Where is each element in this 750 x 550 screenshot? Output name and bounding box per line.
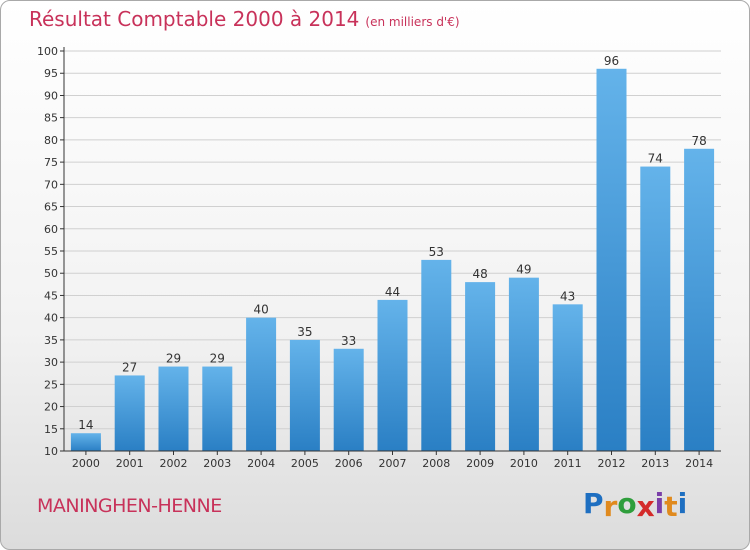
x-tick-label: 2007 [379, 457, 407, 470]
x-tick-label: 2014 [685, 457, 713, 470]
y-tick-label: 30 [44, 356, 58, 369]
y-tick-label: 10 [44, 445, 58, 458]
data-label: 14 [78, 418, 93, 432]
bar [684, 148, 715, 451]
proxiti-logo: Proxiti [583, 487, 688, 523]
x-tick-label: 2008 [422, 457, 450, 470]
x-tick-label: 2009 [466, 457, 494, 470]
chart-subtitle: (en milliers d'€) [365, 15, 460, 29]
logo-letter: r [603, 490, 618, 523]
x-tick-label: 2000 [72, 457, 100, 470]
bar [465, 282, 496, 451]
y-tick-label: 75 [44, 156, 58, 169]
y-tick-label: 70 [44, 178, 58, 191]
x-tick-label: 2013 [641, 457, 669, 470]
x-tick-label: 2011 [554, 457, 582, 470]
data-label: 44 [385, 285, 400, 299]
x-tick-label: 2012 [598, 457, 626, 470]
x-tick-label: 2001 [116, 457, 144, 470]
logo-letter: P [583, 487, 604, 520]
data-label: 53 [429, 245, 444, 259]
x-tick-label: 2002 [160, 457, 188, 470]
data-label: 49 [516, 263, 531, 277]
x-tick-label: 2006 [335, 457, 363, 470]
logo-letter: x [636, 490, 655, 523]
x-tick-label: 2003 [203, 457, 231, 470]
data-label: 29 [210, 352, 225, 366]
bar [333, 348, 364, 451]
bar [70, 433, 101, 451]
bar [289, 339, 320, 451]
bar [377, 299, 408, 451]
x-tick-label: 2005 [291, 457, 319, 470]
y-tick-label: 100 [37, 45, 58, 58]
y-tick-label: 35 [44, 334, 58, 347]
logo-letter: i [677, 487, 688, 520]
commune-name: MANINGHEN-HENNE [37, 495, 222, 517]
y-tick-label: 40 [44, 312, 58, 325]
y-tick-label: 25 [44, 378, 58, 391]
data-label: 48 [472, 267, 487, 281]
bar [202, 366, 233, 451]
bar [421, 259, 452, 451]
chart-title-text: Résultat Comptable 2000 à 2014 [29, 7, 360, 31]
y-tick-label: 20 [44, 401, 58, 414]
bar [158, 366, 189, 451]
y-tick-label: 90 [44, 89, 58, 102]
data-label: 35 [297, 325, 312, 339]
y-tick-label: 65 [44, 201, 58, 214]
data-label: 27 [122, 360, 137, 374]
bar [640, 166, 671, 452]
bar [596, 68, 627, 452]
logo-letter: t [664, 490, 678, 523]
bar [246, 317, 277, 451]
x-tick-label: 2004 [247, 457, 275, 470]
y-tick-label: 80 [44, 134, 58, 147]
data-label: 40 [253, 303, 268, 317]
data-label: 33 [341, 334, 356, 348]
bar [508, 277, 539, 451]
data-label: 29 [166, 352, 181, 366]
logo-letter: i [654, 487, 665, 520]
bar [552, 304, 583, 451]
y-tick-label: 45 [44, 289, 58, 302]
axes: 10 15 20 25 30 35 40 45 50 55 60 65 70 75 80 85 90 95 100 2… [37, 45, 721, 470]
bar [114, 375, 145, 451]
y-tick-label: 50 [44, 267, 58, 280]
data-label: 78 [691, 134, 706, 148]
y-tick-label: 85 [44, 112, 58, 125]
data-label: 43 [560, 289, 575, 303]
data-label: 96 [604, 54, 619, 68]
logo-letter: o [617, 487, 637, 520]
x-tick-label: 2010 [510, 457, 538, 470]
y-tick-label: 55 [44, 245, 58, 258]
y-tick-label: 15 [44, 423, 58, 436]
data-label: 74 [648, 152, 663, 166]
y-tick-label: 60 [44, 223, 58, 236]
chart-title: Résultat Comptable 2000 à 2014 (en millie… [29, 7, 460, 31]
y-tick-label: 95 [44, 67, 58, 80]
bars: 14 27 29 29 40 35 33 44 53 48 49 43 96 74 78 [70, 54, 715, 452]
